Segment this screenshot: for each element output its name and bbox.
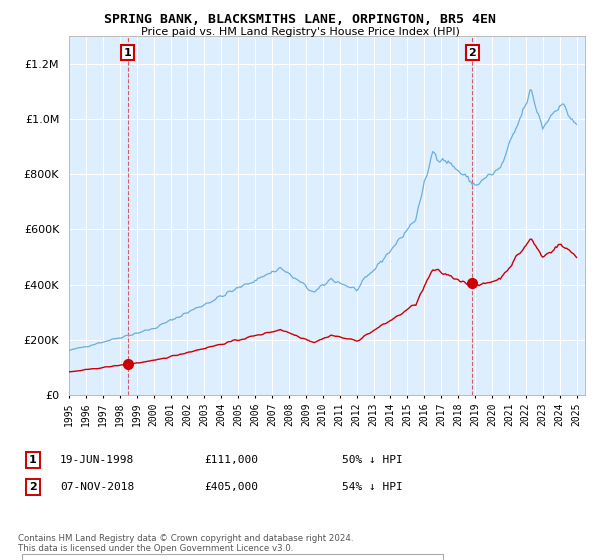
Text: 54% ↓ HPI: 54% ↓ HPI: [342, 482, 403, 492]
Text: 07-NOV-2018: 07-NOV-2018: [60, 482, 134, 492]
Text: £111,000: £111,000: [204, 455, 258, 465]
Text: £405,000: £405,000: [204, 482, 258, 492]
Text: 1: 1: [124, 48, 131, 58]
Text: 2: 2: [469, 48, 476, 58]
Text: Price paid vs. HM Land Registry's House Price Index (HPI): Price paid vs. HM Land Registry's House …: [140, 27, 460, 37]
Text: 50% ↓ HPI: 50% ↓ HPI: [342, 455, 403, 465]
Text: 19-JUN-1998: 19-JUN-1998: [60, 455, 134, 465]
Legend: SPRING BANK, BLACKSMITHS LANE, ORPINGTON, BR5 4EN (detached house), HPI: Average: SPRING BANK, BLACKSMITHS LANE, ORPINGTON…: [22, 553, 443, 560]
Text: 2: 2: [29, 482, 37, 492]
Text: 1: 1: [29, 455, 37, 465]
Text: Contains HM Land Registry data © Crown copyright and database right 2024.
This d: Contains HM Land Registry data © Crown c…: [18, 534, 353, 553]
Text: SPRING BANK, BLACKSMITHS LANE, ORPINGTON, BR5 4EN: SPRING BANK, BLACKSMITHS LANE, ORPINGTON…: [104, 13, 496, 26]
